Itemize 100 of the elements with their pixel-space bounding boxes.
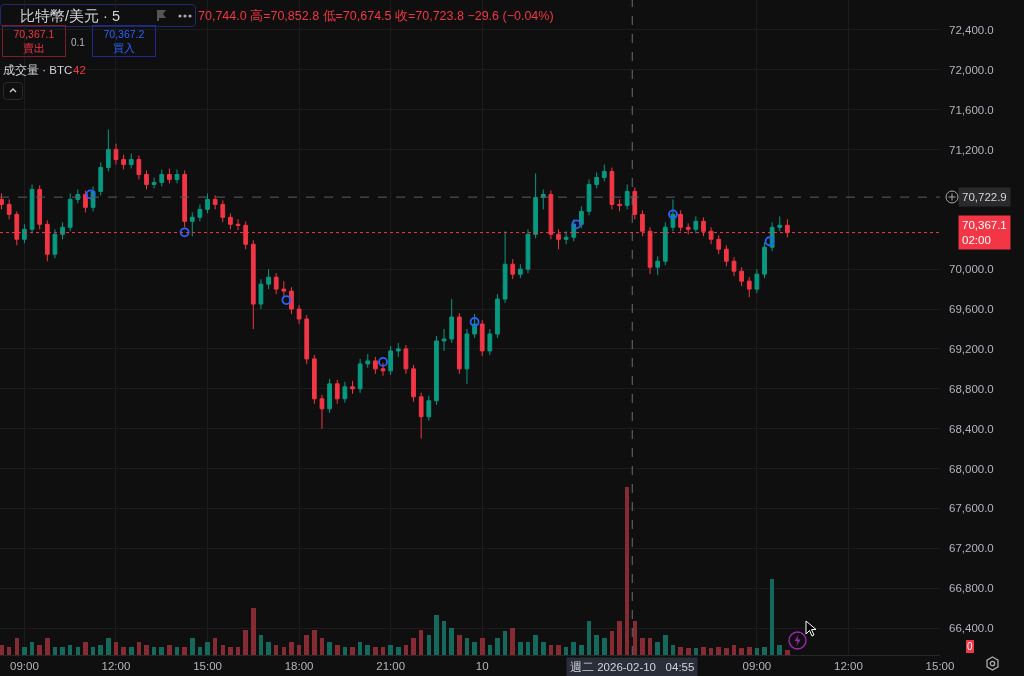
bar (640, 638, 645, 655)
candlestick (357, 358, 363, 394)
bar (266, 641, 271, 655)
annotation: 成交量 · BTC (3, 63, 73, 76)
candlestick (449, 298, 455, 344)
bar (724, 648, 729, 655)
bar (510, 628, 516, 655)
candlestick (22, 223, 27, 244)
candlestick (777, 215, 783, 232)
bar (746, 646, 752, 655)
candlestick (579, 205, 584, 229)
candlestick (533, 172, 538, 239)
bar (602, 638, 607, 655)
candlestick (388, 345, 394, 376)
bar (411, 638, 416, 655)
bar (533, 634, 538, 655)
bar (189, 638, 195, 655)
candlestick (762, 241, 767, 279)
candlestick (174, 168, 180, 184)
bar (228, 646, 233, 655)
annotation: 42 (73, 64, 86, 76)
candlestick (373, 356, 378, 375)
candlestick (105, 129, 111, 172)
candlestick (304, 314, 310, 365)
y-tick-label: 71,600.0 (949, 103, 994, 116)
bar (373, 646, 378, 655)
y-tick-label: 69,200.0 (949, 342, 994, 355)
candlestick (655, 255, 661, 276)
candlestick (754, 268, 760, 294)
candlestick (29, 183, 35, 234)
bar (144, 644, 149, 655)
bar (395, 646, 401, 655)
candlestick (266, 268, 271, 290)
candlestick (212, 194, 218, 210)
candlestick (411, 364, 416, 403)
bar (243, 629, 248, 655)
candlestick (739, 266, 744, 287)
candlestick (403, 344, 409, 375)
candlestick (495, 293, 500, 339)
candlestick (151, 176, 157, 189)
y-tick-label: 67,600.0 (949, 502, 994, 515)
candlestick (167, 167, 172, 184)
candlestick (525, 228, 531, 274)
point (179, 227, 190, 238)
candlestick (594, 171, 600, 189)
point (764, 236, 775, 247)
x-tick-label: 18:00 (284, 659, 314, 672)
y-tick-label: 68,000.0 (949, 462, 994, 475)
candlestick (426, 395, 432, 422)
candlestick (121, 154, 126, 170)
bar (83, 641, 88, 655)
bar (579, 644, 584, 655)
bar (251, 607, 256, 655)
x-tick-label: 12:00 (101, 659, 131, 672)
candlestick (235, 218, 241, 231)
candlestick (258, 278, 264, 310)
ref-line-label: 70,367.1 02:00 (962, 219, 1007, 246)
ref-line-label: 70,722.9 (962, 191, 1007, 203)
bar (457, 634, 462, 655)
y-tick-label: 70,000.0 (949, 263, 994, 276)
candlestick (365, 353, 371, 369)
x-tick-label: 12:00 (834, 659, 863, 672)
candlestick (441, 328, 447, 352)
bar (449, 628, 454, 655)
candlestick (617, 198, 622, 212)
bar (739, 648, 744, 655)
candlestick (197, 203, 203, 222)
candlestick (479, 319, 485, 357)
candlestick (746, 276, 752, 298)
bar (479, 638, 485, 655)
y-tick-label: 72,400.0 (949, 23, 994, 36)
candlestick (98, 162, 104, 196)
bar (594, 634, 599, 655)
point (469, 317, 480, 327)
bar (685, 648, 691, 655)
bar (106, 638, 111, 655)
candlestick (327, 378, 332, 414)
candlestick (662, 221, 668, 266)
candlestick (731, 256, 737, 277)
point (571, 219, 582, 230)
bar (495, 638, 500, 655)
candlestick (311, 354, 317, 405)
y-tick-label: 66,800.0 (949, 582, 994, 595)
candlestick (189, 211, 195, 237)
y-tick-label: 68,400.0 (949, 422, 994, 435)
x-tick-label: 21:00 (376, 659, 406, 672)
candlestick (136, 155, 142, 180)
annotation: 70,367.1 賣出 (13, 28, 55, 54)
candlestick (52, 228, 58, 259)
x-tick-label: 09:00 (742, 659, 772, 672)
point (281, 295, 292, 305)
candlestick (342, 381, 348, 404)
point (85, 189, 96, 200)
bar (785, 649, 790, 655)
bar (159, 646, 165, 655)
candlestick (464, 328, 470, 385)
point (668, 209, 678, 220)
y-tick-label: 67,200.0 (949, 542, 994, 555)
y-tick-label: 72,000.0 (949, 63, 994, 76)
candlestick (60, 221, 65, 240)
